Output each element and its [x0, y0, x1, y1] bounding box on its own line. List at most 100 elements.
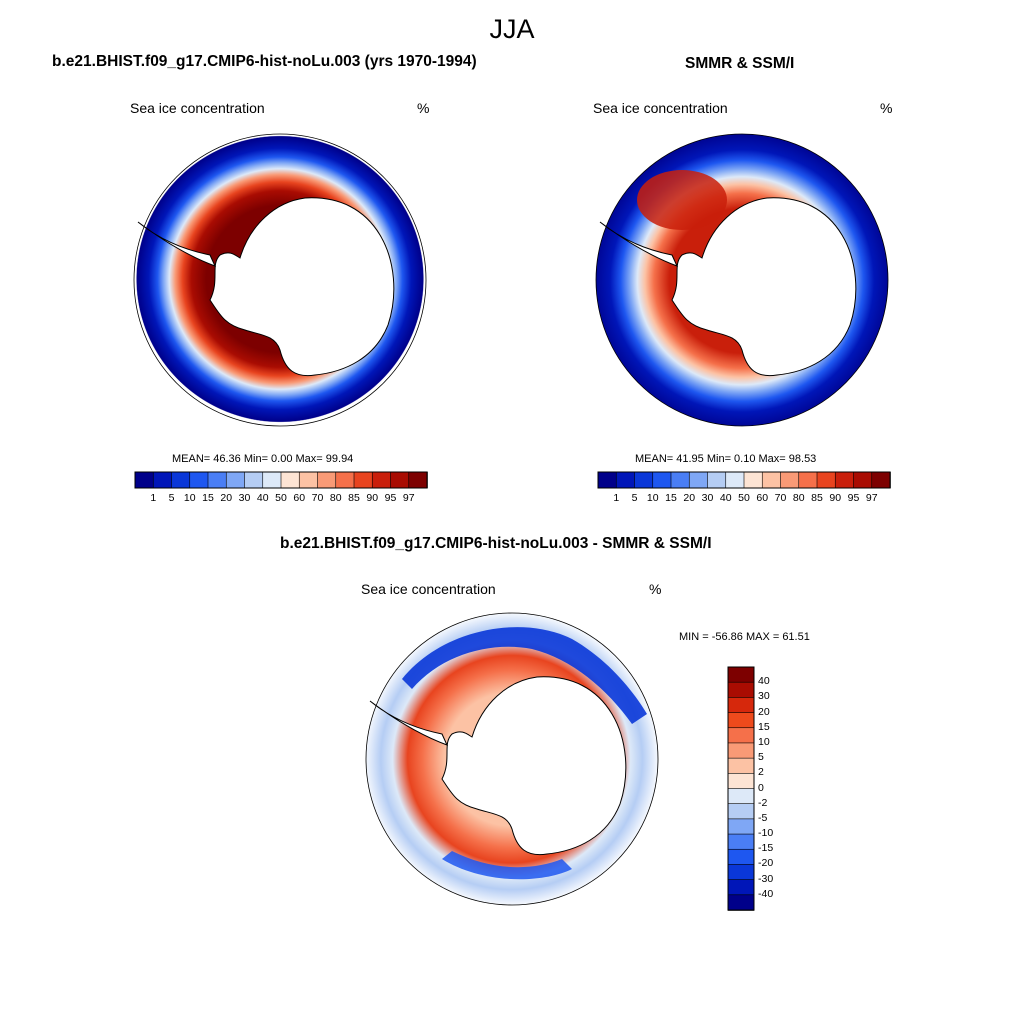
obs-colorbar-tick-label: 10 — [646, 492, 659, 504]
model-antarctic-peninsula — [137, 221, 216, 267]
obs-colorbar-swatch — [615, 471, 636, 489]
diff-colorbar-tick-label: -15 — [758, 842, 774, 855]
model-colorbar-tick-label: 97 — [402, 492, 415, 504]
obs-colorbar-swatch — [871, 471, 891, 489]
model-colorbar-tick-label: 15 — [202, 492, 214, 504]
obs-panel-stats: MEAN= 41.95 Min= 0.10 Max= 98.53 — [635, 453, 817, 465]
model-map-boundary — [133, 133, 427, 427]
obs-colorbar-tick-label: 60 — [756, 492, 769, 504]
model-colorbar-swatch — [244, 471, 264, 489]
model-colorbar-swatch — [189, 471, 209, 489]
diff-negative-patch-south — [442, 851, 572, 880]
diff-colorbar-swatch — [727, 681, 755, 699]
model-panel-variable-label: Sea ice concentration — [130, 100, 265, 116]
diff-colorbar-swatch — [727, 848, 755, 866]
diff-polar-map — [365, 612, 659, 906]
obs-colorbar-swatch — [743, 471, 764, 489]
obs-antarctica-coastline — [671, 197, 857, 377]
diff-colorbar-swatch — [727, 712, 755, 729]
model-colorbar-swatch — [152, 471, 173, 489]
diff-colorbar-swatch — [727, 697, 755, 714]
diff-colorbar-swatch — [727, 833, 755, 851]
diff-panel-minmax: MIN = -56.86 MAX = 61.51 — [679, 631, 810, 643]
diff-colorbar-tick-label: 15 — [758, 720, 770, 733]
diff-colorbar-swatch — [727, 773, 755, 790]
obs-colorbar-tick-label: 85 — [811, 492, 823, 504]
diff-colorbar-swatch — [727, 894, 755, 911]
model-colorbar-tick-label: 20 — [220, 492, 233, 504]
model-colorbar-swatch — [335, 471, 355, 489]
figure-title: JJA — [489, 14, 535, 44]
diff-map-boundary — [365, 612, 659, 906]
obs-colorbar-tick-label: 97 — [865, 492, 878, 504]
obs-panel-units-label: % — [880, 100, 893, 116]
obs-colorbar-tick-label: 15 — [665, 492, 677, 504]
model-colorbar-tick-label: 40 — [256, 492, 269, 504]
obs-colorbar-tick-label: 80 — [792, 492, 805, 504]
diff-colorbar-tick-label: 5 — [758, 751, 764, 764]
model-colorbar-tick-label: 70 — [311, 492, 324, 504]
model-panel-units-label: % — [417, 100, 430, 116]
model-colorbar-tick-label: 60 — [293, 492, 306, 504]
obs-colorbar-swatch — [761, 471, 782, 489]
diff-colorbar-swatch — [727, 727, 755, 744]
diff-colorbar-tick-label: 0 — [758, 781, 764, 794]
model-colorbar-swatch — [317, 471, 337, 489]
obs-colorbar-swatch — [652, 471, 672, 489]
model-colorbar-swatch — [371, 471, 392, 489]
diff-panel-title: b.e21.BHIST.f09_g17.CMIP6-hist-noLu.003 … — [280, 535, 712, 552]
obs-weddell-sea-maximum — [637, 170, 727, 230]
diff-colorbar-swatch — [727, 818, 755, 835]
model-colorbar-swatch — [298, 471, 319, 489]
diff-colorbar — [727, 666, 755, 911]
diff-panel-units-label: % — [649, 581, 662, 597]
diff-colorbar-tick-label: 30 — [758, 690, 770, 703]
diff-colorbar-tick-label: 2 — [758, 766, 764, 779]
obs-colorbar-tick-label: 5 — [631, 492, 638, 504]
obs-colorbar-swatch — [780, 471, 800, 489]
diff-colorbar-swatch — [727, 742, 755, 759]
obs-colorbar-tick-label: 90 — [829, 492, 842, 504]
diff-colorbar-tick-label: 10 — [758, 735, 770, 748]
obs-polar-map — [595, 133, 889, 427]
obs-colorbar-tick-label: 1 — [613, 492, 620, 504]
obs-panel-title: SMMR & SSM/I — [685, 55, 795, 72]
diff-colorbar-tick-label: -5 — [758, 811, 768, 824]
diff-colorbar-swatch — [727, 666, 755, 683]
obs-colorbar-swatch — [707, 471, 727, 489]
diff-colorbar-tick-label: 20 — [758, 705, 770, 718]
model-polar-map — [133, 133, 427, 427]
model-colorbar-tick-label: 1 — [150, 492, 157, 504]
obs-colorbar-tick-label: 30 — [701, 492, 714, 504]
obs-colorbar-tick-label: 95 — [847, 492, 860, 504]
obs-colorbar-tick-label: 50 — [738, 492, 750, 504]
obs-colorbar-swatch — [688, 471, 709, 489]
obs-panel-variable-label: Sea ice concentration — [593, 100, 728, 116]
obs-colorbar-swatch — [634, 471, 654, 489]
model-colorbar-swatch — [390, 471, 410, 489]
model-colorbar-swatch — [171, 471, 191, 489]
model-colorbar-tick-label: 10 — [183, 492, 196, 504]
obs-colorbar-swatch — [816, 471, 837, 489]
obs-colorbar-swatch — [670, 471, 691, 489]
model-colorbar-tick-label: 5 — [168, 492, 175, 504]
model-colorbar-swatch — [353, 471, 374, 489]
obs-colorbar-swatch — [597, 471, 618, 489]
model-colorbar-tick-label: 85 — [348, 492, 360, 504]
diff-colorbar-swatch — [727, 788, 755, 805]
diff-colorbar-swatch — [727, 803, 755, 820]
model-colorbar-swatch — [280, 471, 301, 489]
diff-colorbar-tick-label: -30 — [758, 872, 774, 885]
obs-colorbar-swatch — [725, 471, 745, 489]
model-colorbar-swatch — [207, 471, 228, 489]
obs-map-boundary — [595, 133, 889, 427]
model-colorbar-swatch — [225, 471, 246, 489]
diff-antarctica-coastline — [441, 676, 627, 856]
model-colorbar-tick-label: 95 — [384, 492, 397, 504]
model-panel-title: b.e21.BHIST.f09_g17.CMIP6-hist-noLu.003 … — [52, 53, 477, 70]
diff-colorbar-swatch — [727, 879, 755, 896]
diff-antarctic-peninsula — [369, 700, 448, 746]
model-colorbar-swatch — [408, 471, 428, 489]
model-panel-stats: MEAN= 46.36 Min= 0.00 Max= 99.94 — [172, 453, 354, 465]
model-colorbar-swatch — [262, 471, 282, 489]
